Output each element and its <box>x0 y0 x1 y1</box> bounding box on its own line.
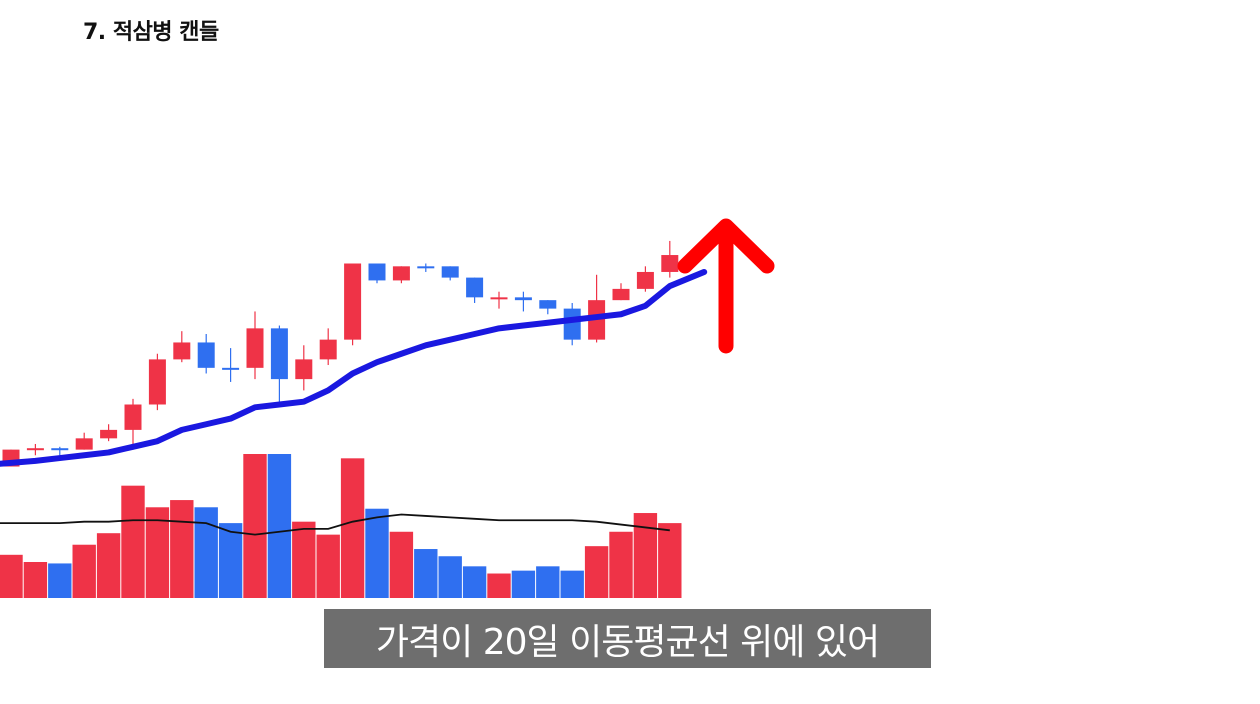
candle-body <box>344 263 362 340</box>
volume-bar <box>462 566 487 598</box>
volume-bars <box>0 454 682 598</box>
candle-body <box>563 308 581 340</box>
candle-body <box>26 448 44 451</box>
candle <box>124 398 142 450</box>
candle <box>344 263 362 346</box>
volume-bar <box>48 563 72 598</box>
candle-body <box>490 297 508 300</box>
volume-bar <box>389 531 414 598</box>
candle-body <box>75 438 93 450</box>
candle <box>368 263 386 284</box>
candle <box>417 263 435 272</box>
price-candles <box>2 240 679 467</box>
candle <box>26 443 44 456</box>
candle-body <box>246 328 264 368</box>
volume-bar <box>218 523 243 598</box>
volume-bar <box>267 454 292 598</box>
volume-bar <box>414 549 438 598</box>
candle <box>246 311 264 380</box>
candle <box>466 277 484 303</box>
candle <box>148 353 166 411</box>
volume-bar <box>23 562 48 598</box>
volume-bar <box>340 458 365 598</box>
candle <box>222 348 240 382</box>
candle <box>51 446 69 456</box>
candle <box>295 345 313 391</box>
candle <box>661 240 679 278</box>
volume-bar <box>609 531 633 598</box>
candle-body <box>368 263 386 281</box>
volume-bar <box>0 554 23 598</box>
candle-body <box>514 297 532 301</box>
volume-bar <box>316 534 340 598</box>
volume-bar <box>292 521 316 598</box>
candle <box>490 291 508 309</box>
candle-body <box>441 266 459 278</box>
volume-moving-average-line <box>0 513 670 536</box>
candle-body <box>417 266 435 269</box>
volume-bar <box>633 513 658 598</box>
candle <box>588 274 606 343</box>
candle <box>319 328 337 366</box>
candle-body <box>636 271 654 289</box>
candle <box>75 432 93 450</box>
candle <box>539 300 557 315</box>
candle-body <box>124 404 142 430</box>
candle-body <box>319 339 337 360</box>
candle <box>563 302 581 346</box>
candle <box>441 266 459 281</box>
candle-body <box>197 342 215 368</box>
volume-bar <box>243 454 267 598</box>
candle <box>197 334 215 374</box>
volume-bar <box>170 500 194 598</box>
candle-body <box>539 300 557 309</box>
candle-body <box>222 367 240 370</box>
volume-bar <box>584 546 609 598</box>
candle-body <box>148 359 166 405</box>
candle-body <box>270 328 288 380</box>
volume-bar <box>536 566 560 598</box>
ma20-line <box>0 268 708 467</box>
candle-body <box>612 288 630 301</box>
candle-body <box>392 266 410 281</box>
candle <box>270 325 288 402</box>
volume-bar <box>438 556 462 598</box>
volume-bar <box>121 485 145 598</box>
volume-bar <box>72 544 96 598</box>
volume-bar <box>145 507 170 598</box>
candle-body <box>466 277 484 298</box>
candle <box>636 266 654 292</box>
volume-bar <box>96 533 121 598</box>
candle-body <box>173 342 191 360</box>
page-title: 7. 적삼병 캔들 <box>83 20 219 45</box>
candle-body <box>100 429 118 439</box>
candle <box>514 291 532 312</box>
up-arrow-icon <box>677 218 775 354</box>
candle <box>612 283 630 301</box>
volume-bar <box>658 523 682 598</box>
up-arrow-head <box>677 218 775 274</box>
volume-bar <box>365 508 389 598</box>
subtitle-caption: 가격이 20일 이동평균선 위에 있어 <box>324 609 931 668</box>
volume-bar <box>560 570 584 598</box>
candle <box>100 424 118 442</box>
volume-bar <box>194 507 218 598</box>
candle <box>173 331 191 363</box>
volume-bar <box>487 573 511 598</box>
candle-body <box>295 359 313 380</box>
candle-body <box>51 448 69 451</box>
subtitle-text: 가격이 20일 이동평균선 위에 있어 <box>375 621 880 663</box>
volume-bar <box>511 570 536 598</box>
candle <box>392 266 410 284</box>
candle-body <box>661 255 679 272</box>
